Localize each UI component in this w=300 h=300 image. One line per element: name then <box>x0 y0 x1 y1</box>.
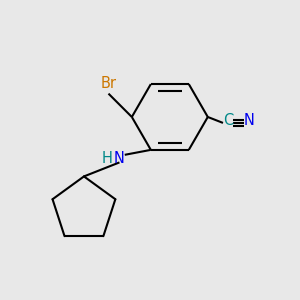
Text: C: C <box>223 113 233 128</box>
Text: H: H <box>101 151 112 166</box>
Text: N: N <box>114 151 125 166</box>
Text: N: N <box>243 113 254 128</box>
Text: Br: Br <box>100 76 116 91</box>
